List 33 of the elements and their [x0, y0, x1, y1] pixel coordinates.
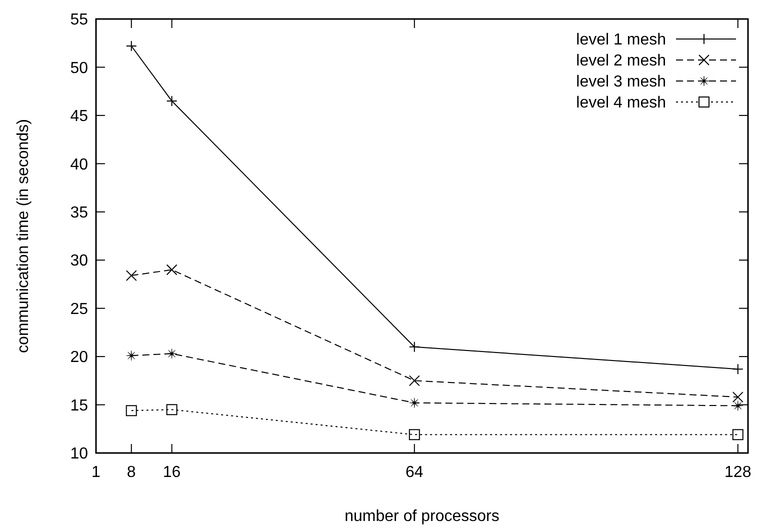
x-axis-title: number of processors — [344, 508, 500, 525]
x-tick-label: 8 — [126, 464, 136, 481]
point — [126, 405, 137, 416]
legend-label: level 4 mesh — [576, 94, 666, 112]
point — [126, 350, 137, 361]
legend-label: level 2 mesh — [576, 52, 666, 70]
point — [408, 429, 420, 440]
point — [732, 392, 744, 403]
y-tick-label: 30 — [70, 252, 88, 270]
x-tick-label: 16 — [162, 464, 181, 481]
y-tick-label: 10 — [70, 446, 88, 463]
point — [126, 270, 137, 282]
legend-label: level 3 mesh — [576, 74, 666, 91]
y-axis-title: communication time (in seconds) — [15, 119, 32, 353]
point — [732, 429, 744, 440]
y-tick-label: 55 — [70, 12, 88, 29]
y-tick-label: 15 — [70, 397, 88, 414]
point — [166, 404, 178, 416]
legend-label: level 1 mesh — [576, 32, 666, 49]
y-tick-label: 25 — [70, 300, 88, 318]
x-tick-label: 64 — [406, 464, 424, 481]
point — [166, 264, 178, 276]
x-tick-label: 1 — [92, 464, 101, 481]
y-tick-label: 35 — [70, 204, 88, 222]
y-tick-label: 45 — [70, 108, 88, 126]
x-tick-label: 128 — [724, 464, 752, 481]
y-tick-label: 40 — [70, 156, 88, 174]
point — [166, 348, 177, 359]
point — [409, 398, 420, 408]
y-tick-label: 20 — [70, 349, 88, 366]
point — [408, 375, 420, 386]
point — [732, 400, 744, 411]
y-tick-label: 50 — [70, 60, 88, 77]
